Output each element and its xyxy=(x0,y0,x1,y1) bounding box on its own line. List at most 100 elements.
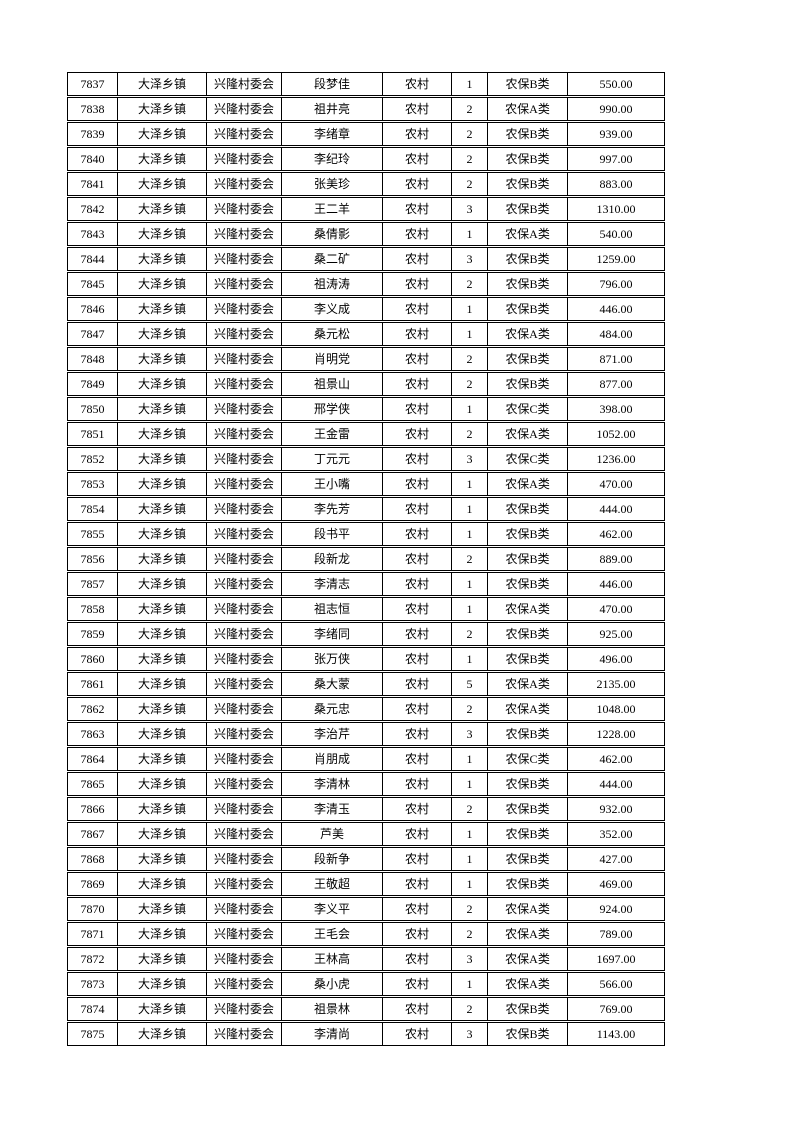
cell-serial: 7854 xyxy=(67,497,118,521)
cell-category: 农保B类 xyxy=(487,572,568,596)
cell-count: 2 xyxy=(451,797,488,821)
cell-category: 农保B类 xyxy=(487,272,568,296)
table-row: 7868 大泽乡镇 兴隆村委会 段新争 农村 1 农保B类 427.00 xyxy=(67,847,665,871)
cell-amount: 446.00 xyxy=(567,297,665,321)
cell-amount: 470.00 xyxy=(567,472,665,496)
cell-village: 兴隆村委会 xyxy=(206,797,282,821)
cell-town: 大泽乡镇 xyxy=(117,122,207,146)
cell-category: 农保C类 xyxy=(487,447,568,471)
cell-amount: 1310.00 xyxy=(567,197,665,221)
cell-person: 李绪同 xyxy=(281,622,383,646)
cell-person: 祖井亮 xyxy=(281,97,383,121)
cell-village: 兴隆村委会 xyxy=(206,372,282,396)
cell-serial: 7862 xyxy=(67,697,118,721)
cell-serial: 7873 xyxy=(67,972,118,996)
cell-village: 兴隆村委会 xyxy=(206,497,282,521)
table-row: 7875 大泽乡镇 兴隆村委会 李清尚 农村 3 农保B类 1143.00 xyxy=(67,1022,665,1046)
cell-town: 大泽乡镇 xyxy=(117,697,207,721)
table-row: 7861 大泽乡镇 兴隆村委会 桑大蒙 农村 5 农保A类 2135.00 xyxy=(67,672,665,696)
cell-residence: 农村 xyxy=(382,372,452,396)
cell-count: 2 xyxy=(451,347,488,371)
cell-town: 大泽乡镇 xyxy=(117,897,207,921)
cell-amount: 877.00 xyxy=(567,372,665,396)
table-row: 7866 大泽乡镇 兴隆村委会 李清玉 农村 2 农保B类 932.00 xyxy=(67,797,665,821)
cell-person: 芦美 xyxy=(281,822,383,846)
cell-serial: 7874 xyxy=(67,997,118,1021)
cell-category: 农保B类 xyxy=(487,372,568,396)
cell-amount: 939.00 xyxy=(567,122,665,146)
cell-person: 李义平 xyxy=(281,897,383,921)
cell-category: 农保A类 xyxy=(487,922,568,946)
cell-residence: 农村 xyxy=(382,947,452,971)
cell-village: 兴隆村委会 xyxy=(206,597,282,621)
cell-residence: 农村 xyxy=(382,647,452,671)
table-row: 7845 大泽乡镇 兴隆村委会 祖涛涛 农村 2 农保B类 796.00 xyxy=(67,272,665,296)
cell-amount: 924.00 xyxy=(567,897,665,921)
cell-person: 王二羊 xyxy=(281,197,383,221)
cell-amount: 444.00 xyxy=(567,497,665,521)
cell-count: 2 xyxy=(451,147,488,171)
cell-category: 农保B类 xyxy=(487,1022,568,1046)
cell-count: 3 xyxy=(451,947,488,971)
cell-person: 肖明党 xyxy=(281,347,383,371)
cell-town: 大泽乡镇 xyxy=(117,597,207,621)
cell-residence: 农村 xyxy=(382,722,452,746)
cell-serial: 7868 xyxy=(67,847,118,871)
cell-category: 农保B类 xyxy=(487,647,568,671)
cell-residence: 农村 xyxy=(382,772,452,796)
cell-category: 农保A类 xyxy=(487,947,568,971)
cell-town: 大泽乡镇 xyxy=(117,72,207,96)
cell-serial: 7875 xyxy=(67,1022,118,1046)
cell-amount: 889.00 xyxy=(567,547,665,571)
table-row: 7863 大泽乡镇 兴隆村委会 李治芹 农村 3 农保B类 1228.00 xyxy=(67,722,665,746)
cell-category: 农保A类 xyxy=(487,672,568,696)
cell-serial: 7861 xyxy=(67,672,118,696)
cell-category: 农保B类 xyxy=(487,822,568,846)
table-row: 7839 大泽乡镇 兴隆村委会 李绪章 农村 2 农保B类 939.00 xyxy=(67,122,665,146)
cell-village: 兴隆村委会 xyxy=(206,472,282,496)
table-row: 7874 大泽乡镇 兴隆村委会 祖景林 农村 2 农保B类 769.00 xyxy=(67,997,665,1021)
cell-amount: 997.00 xyxy=(567,147,665,171)
cell-town: 大泽乡镇 xyxy=(117,97,207,121)
cell-category: 农保C类 xyxy=(487,747,568,771)
cell-person: 肖朋成 xyxy=(281,747,383,771)
cell-town: 大泽乡镇 xyxy=(117,472,207,496)
table-row: 7858 大泽乡镇 兴隆村委会 祖志恒 农村 1 农保A类 470.00 xyxy=(67,597,665,621)
cell-town: 大泽乡镇 xyxy=(117,722,207,746)
cell-village: 兴隆村委会 xyxy=(206,247,282,271)
cell-person: 李先芳 xyxy=(281,497,383,521)
cell-serial: 7855 xyxy=(67,522,118,546)
cell-person: 祖志恒 xyxy=(281,597,383,621)
cell-category: 农保A类 xyxy=(487,897,568,921)
cell-village: 兴隆村委会 xyxy=(206,447,282,471)
cell-count: 1 xyxy=(451,72,488,96)
cell-village: 兴隆村委会 xyxy=(206,947,282,971)
table-row: 7859 大泽乡镇 兴隆村委会 李绪同 农村 2 农保B类 925.00 xyxy=(67,622,665,646)
cell-serial: 7852 xyxy=(67,447,118,471)
cell-category: 农保A类 xyxy=(487,222,568,246)
cell-serial: 7858 xyxy=(67,597,118,621)
table-row: 7850 大泽乡镇 兴隆村委会 邢学侠 农村 1 农保C类 398.00 xyxy=(67,397,665,421)
cell-person: 王敬超 xyxy=(281,872,383,896)
cell-category: 农保B类 xyxy=(487,522,568,546)
cell-town: 大泽乡镇 xyxy=(117,222,207,246)
table-row: 7852 大泽乡镇 兴隆村委会 丁元元 农村 3 农保C类 1236.00 xyxy=(67,447,665,471)
cell-town: 大泽乡镇 xyxy=(117,1022,207,1046)
cell-town: 大泽乡镇 xyxy=(117,172,207,196)
cell-person: 邢学侠 xyxy=(281,397,383,421)
cell-person: 祖涛涛 xyxy=(281,272,383,296)
cell-serial: 7870 xyxy=(67,897,118,921)
cell-residence: 农村 xyxy=(382,922,452,946)
cell-amount: 550.00 xyxy=(567,72,665,96)
cell-amount: 484.00 xyxy=(567,322,665,346)
cell-amount: 2135.00 xyxy=(567,672,665,696)
cell-category: 农保B类 xyxy=(487,347,568,371)
cell-residence: 农村 xyxy=(382,972,452,996)
cell-serial: 7847 xyxy=(67,322,118,346)
table-row: 7842 大泽乡镇 兴隆村委会 王二羊 农村 3 农保B类 1310.00 xyxy=(67,197,665,221)
cell-person: 段新争 xyxy=(281,847,383,871)
cell-amount: 470.00 xyxy=(567,597,665,621)
cell-village: 兴隆村委会 xyxy=(206,222,282,246)
cell-residence: 农村 xyxy=(382,997,452,1021)
cell-count: 2 xyxy=(451,622,488,646)
